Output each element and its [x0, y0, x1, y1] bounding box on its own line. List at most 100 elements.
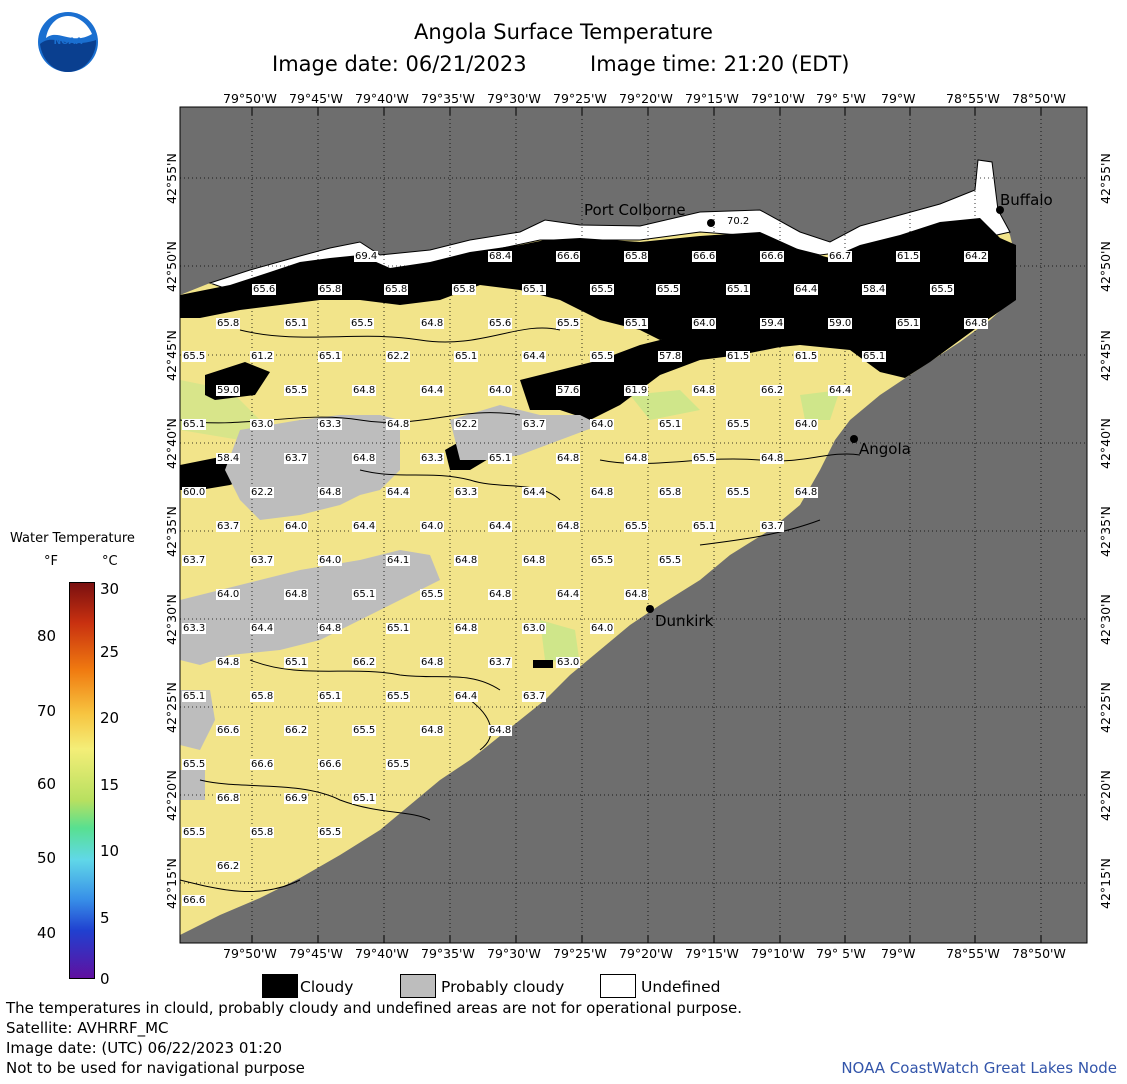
- temperature-label: 65.5: [182, 827, 207, 838]
- lon-label: 79°15'W: [685, 946, 739, 961]
- temperature-label: 64.4: [794, 284, 819, 295]
- temperature-label: 64.8: [556, 521, 581, 532]
- footer-satellite: Satellite: AVHRRF_MC: [6, 1019, 169, 1037]
- tick-marks: [251, 107, 1042, 943]
- colorbar-unit-c: °C: [102, 554, 118, 569]
- temperature-label: 70.2: [726, 216, 751, 227]
- graticule: [180, 107, 1087, 943]
- lon-label: 79°20'W: [619, 91, 673, 106]
- lat-label: 42°20'N: [164, 770, 179, 821]
- temperature-label: 61.5: [794, 351, 819, 362]
- temperature-label: 68.4: [488, 251, 513, 262]
- lon-label: 79°10'W: [751, 91, 805, 106]
- lon-label: 78°50'W: [1012, 946, 1066, 961]
- temperature-label: 65.8: [452, 284, 477, 295]
- lat-label: 42°50'N: [164, 241, 179, 292]
- lat-label: 42°30'N: [1098, 594, 1113, 645]
- legend-undefined-swatch: [600, 974, 636, 998]
- legend-cloudy-label: Cloudy: [300, 978, 354, 996]
- temperature-label: 66.2: [216, 861, 241, 872]
- lon-label: 79° 5'W: [816, 91, 866, 106]
- temperature-label: 66.9: [284, 793, 309, 804]
- temperature-label: 63.7: [216, 521, 241, 532]
- temperature-label: 65.1: [182, 691, 207, 702]
- temperature-label: 65.5: [182, 351, 207, 362]
- temperature-label: 64.0: [284, 521, 309, 532]
- footer-nav-warning: Not to be used for navigational purpose: [6, 1059, 305, 1077]
- colorbar-unit-f: °F: [44, 554, 58, 569]
- temperature-label: 64.4: [556, 589, 581, 600]
- temperature-label: 63.7: [488, 657, 513, 668]
- temperature-label: 65.1: [284, 657, 309, 668]
- temperature-label: 64.8: [760, 453, 785, 464]
- temperature-label: 65.1: [692, 521, 717, 532]
- temperature-label: 63.0: [556, 657, 581, 668]
- temperature-label: 64.8: [556, 453, 581, 464]
- temperature-label: 64.0: [590, 623, 615, 634]
- temperature-label: 63.7: [182, 555, 207, 566]
- lon-label: 79°45'W: [289, 946, 343, 961]
- lat-label: 42°15'N: [164, 858, 179, 909]
- temperature-label: 64.4: [454, 691, 479, 702]
- temperature-label: 63.3: [420, 453, 445, 464]
- temperature-label: 59.0: [216, 385, 241, 396]
- lat-label: 42°50'N: [1098, 241, 1113, 292]
- temperature-label: 63.0: [522, 623, 547, 634]
- footer-utc-date: Image date: (UTC) 06/22/2023 01:20: [6, 1039, 283, 1057]
- temperature-label: 63.3: [454, 487, 479, 498]
- temperature-label: 69.4: [354, 251, 379, 262]
- lat-label: 42°25'N: [1098, 682, 1113, 733]
- temperature-label: 64.1: [386, 555, 411, 566]
- temperature-label: 65.5: [590, 284, 615, 295]
- temperature-label: 65.1: [386, 623, 411, 634]
- temperature-label: 65.5: [692, 453, 717, 464]
- temperature-label: 64.4: [352, 521, 377, 532]
- temperature-label: 63.0: [250, 419, 275, 430]
- temperature-label: 65.8: [318, 284, 343, 295]
- temperature-label: 65.5: [350, 318, 375, 329]
- temperature-label: 64.8: [522, 555, 547, 566]
- temperature-label: 57.6: [556, 385, 581, 396]
- lon-label: 79°40'W: [355, 946, 409, 961]
- buffalo-marker: [996, 206, 1004, 214]
- temperature-label: 65.1: [488, 453, 513, 464]
- temperature-label: 64.4: [522, 487, 547, 498]
- temperature-label: 65.5: [726, 419, 751, 430]
- temperature-label: 65.5: [420, 589, 445, 600]
- temperature-label: 64.8: [352, 453, 377, 464]
- temperature-label: 64.0: [794, 419, 819, 430]
- temperature-label: 61.9: [624, 385, 649, 396]
- temperature-label: 64.8: [420, 725, 445, 736]
- temperature-label: 65.6: [252, 284, 277, 295]
- lat-label: 42°30'N: [164, 594, 179, 645]
- map-frame: [179, 106, 1088, 944]
- lon-label: 79°W: [881, 91, 916, 106]
- temperature-label: 64.8: [318, 623, 343, 634]
- temperature-label: 66.6: [250, 759, 275, 770]
- lat-label: 42°55'N: [164, 153, 179, 204]
- temperature-label: 58.4: [862, 284, 887, 295]
- temperature-label: 65.1: [318, 351, 343, 362]
- temperature-label: 60.0: [182, 487, 207, 498]
- temperature-label: 65.5: [726, 487, 751, 498]
- temperature-label: 65.5: [624, 521, 649, 532]
- temperature-label: 64.4: [250, 623, 275, 634]
- city-buffalo: Buffalo: [1000, 191, 1053, 209]
- temperature-label: 64.8: [488, 589, 513, 600]
- svg-text:NOAA: NOAA: [54, 37, 83, 47]
- colorbar-f-tick: 40: [37, 924, 57, 942]
- temperature-label: 65.6: [488, 318, 513, 329]
- colorbar-c-tick: 5: [100, 909, 110, 927]
- temperature-label: 64.8: [216, 657, 241, 668]
- temperature-label: 64.8: [794, 487, 819, 498]
- temperature-label: 65.5: [386, 759, 411, 770]
- temperature-label: 64.8: [964, 318, 989, 329]
- lon-label: 78°55'W: [946, 91, 1000, 106]
- temperature-label: 65.1: [284, 318, 309, 329]
- colorbar-title: Water Temperature: [10, 531, 135, 546]
- temperature-label: 65.5: [658, 555, 683, 566]
- temperature-label: 65.1: [182, 419, 207, 430]
- colorbar-f-tick: 80: [37, 627, 57, 645]
- lon-label: 79°30'W: [487, 946, 541, 961]
- footer-credit: NOAA CoastWatch Great Lakes Node: [841, 1059, 1117, 1077]
